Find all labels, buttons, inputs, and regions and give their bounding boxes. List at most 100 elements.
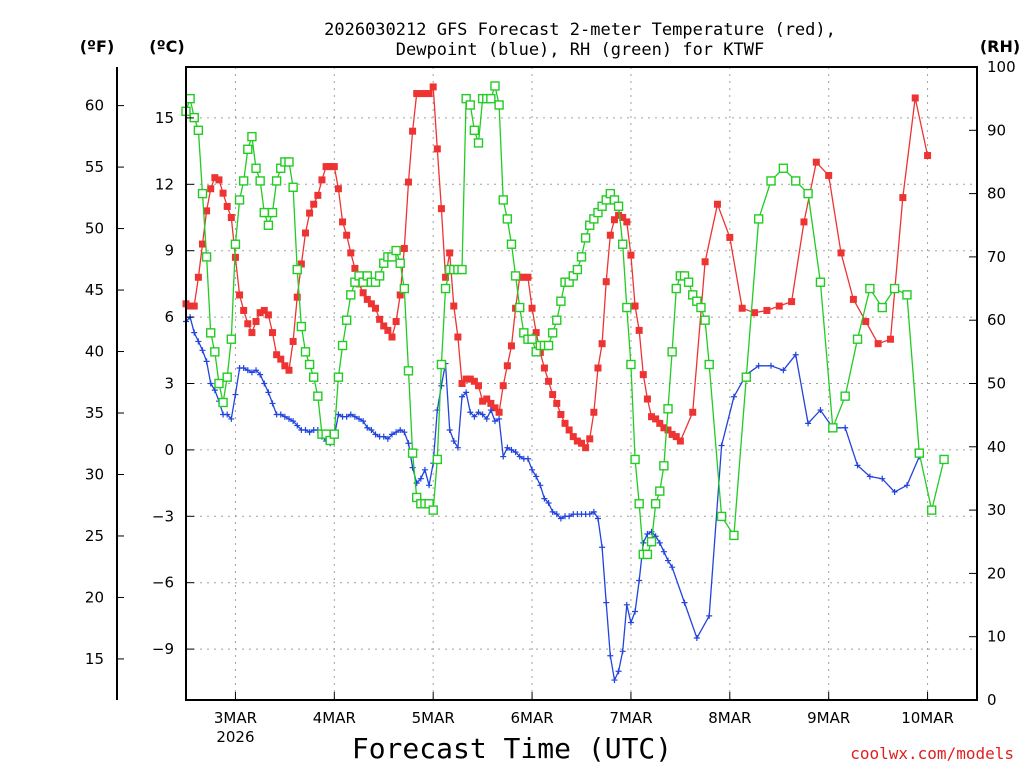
c-tick-label: 9 (164, 242, 174, 260)
rh-point (515, 302, 525, 313)
rh-point (556, 296, 566, 306)
dewpoint-point (191, 329, 198, 336)
rh-point (572, 264, 583, 275)
rh-point (238, 176, 249, 186)
celsius-axis-unit: (ºC) (149, 37, 184, 56)
temperature-point (837, 249, 845, 257)
rh-point (230, 239, 241, 249)
dewpoint-point (590, 508, 597, 515)
dewpoint-point (372, 431, 379, 438)
rh-point (341, 315, 352, 325)
temperature-point (594, 364, 602, 372)
rh-tick-label: 80 (987, 185, 1006, 203)
temperature-point (211, 174, 219, 182)
dewpoint-point (487, 407, 494, 414)
temperature-point (351, 264, 359, 272)
dewpoint-point (368, 426, 375, 433)
temperature-point (590, 408, 598, 416)
dewpoint-point (475, 409, 482, 416)
rh-point (753, 214, 764, 224)
f-tick-label: 45 (85, 281, 104, 299)
temperature-point (713, 200, 721, 208)
grid (186, 67, 977, 700)
dewpoint-point (471, 413, 478, 420)
dewpoint-point (553, 511, 560, 518)
temperature-point (582, 444, 590, 452)
rh-point (865, 283, 875, 294)
dewpoint-point (364, 424, 371, 431)
rh-point (407, 448, 418, 458)
dewpoint-point (277, 411, 284, 418)
temperature-point (392, 318, 400, 326)
rh-tick-label: 30 (987, 501, 1006, 519)
fahrenheit-axis-unit: (ºF) (80, 37, 115, 56)
temperature-point (689, 408, 697, 416)
rh-point (197, 188, 208, 199)
temperature-point (475, 382, 483, 390)
rh-point (247, 131, 257, 142)
dewpoint-point (792, 351, 799, 358)
dewpoint-point (693, 635, 700, 642)
rh-tick-label: 60 (987, 311, 1006, 329)
dewpoint-point (335, 411, 342, 418)
temperature-point (495, 408, 503, 416)
dewpoint-point (384, 435, 391, 442)
temperature-point (450, 302, 458, 310)
temperature-point (664, 426, 672, 434)
dewpoint-point (413, 480, 420, 487)
rh-point (617, 239, 628, 249)
dewpoint-point (599, 544, 606, 551)
series-rh (181, 81, 949, 560)
temperature-point (561, 419, 569, 427)
temperature-point (763, 306, 771, 314)
temperature-point (269, 329, 277, 337)
dewpoint-point (545, 500, 552, 507)
rh-point (902, 290, 912, 300)
c-tick-label: −3 (152, 507, 174, 525)
temperature-point (825, 171, 833, 179)
temperature-point (639, 371, 647, 379)
temperature-point (458, 380, 466, 387)
rh-point (333, 372, 344, 382)
rh-point (494, 100, 504, 110)
rh-tick-label: 10 (987, 628, 1006, 646)
f-tick-label: 55 (85, 158, 104, 176)
dewpoint-point (269, 400, 276, 407)
temperature-point (470, 377, 478, 385)
rh-point (403, 366, 414, 376)
dewpoint-point (459, 393, 466, 400)
credit-text: coolwx.com/models (850, 744, 1014, 763)
rh-point (791, 176, 801, 186)
temperature-point (380, 322, 388, 330)
rh-point (547, 328, 558, 338)
dewpoint-point (207, 380, 214, 387)
rh-point (243, 144, 253, 154)
dewpoint-point (755, 362, 762, 369)
temperature-point (466, 375, 474, 383)
dewpoint-point (195, 338, 202, 345)
temperature-point (203, 207, 211, 215)
rh-point (251, 163, 261, 173)
dewpoint-point (380, 433, 387, 440)
temperature-point (433, 145, 441, 153)
x-tick-label: 3MAR (214, 709, 257, 727)
chart-title-line1: 2026030212 GFS Forecast 2-meter Temperat… (324, 20, 836, 40)
dewpoint-point (854, 462, 861, 469)
temperature-point (701, 258, 709, 266)
temperature-point (437, 205, 445, 213)
dewpoint-point (294, 422, 301, 429)
x-tick-label: 7MAR (609, 709, 652, 727)
rh-point (663, 404, 673, 414)
temperature-point (248, 329, 256, 337)
temperature-point (524, 273, 532, 281)
dewpoint-point (508, 446, 515, 453)
rh-point (700, 315, 710, 325)
temperature-point (215, 176, 223, 184)
dewpoint-point (257, 371, 264, 378)
rh-point (296, 321, 307, 332)
dewpoint-point (627, 619, 634, 626)
f-tick-label: 30 (85, 465, 104, 483)
series-temperature (182, 83, 932, 452)
rh-point (634, 499, 644, 509)
temperature-point (643, 395, 651, 403)
